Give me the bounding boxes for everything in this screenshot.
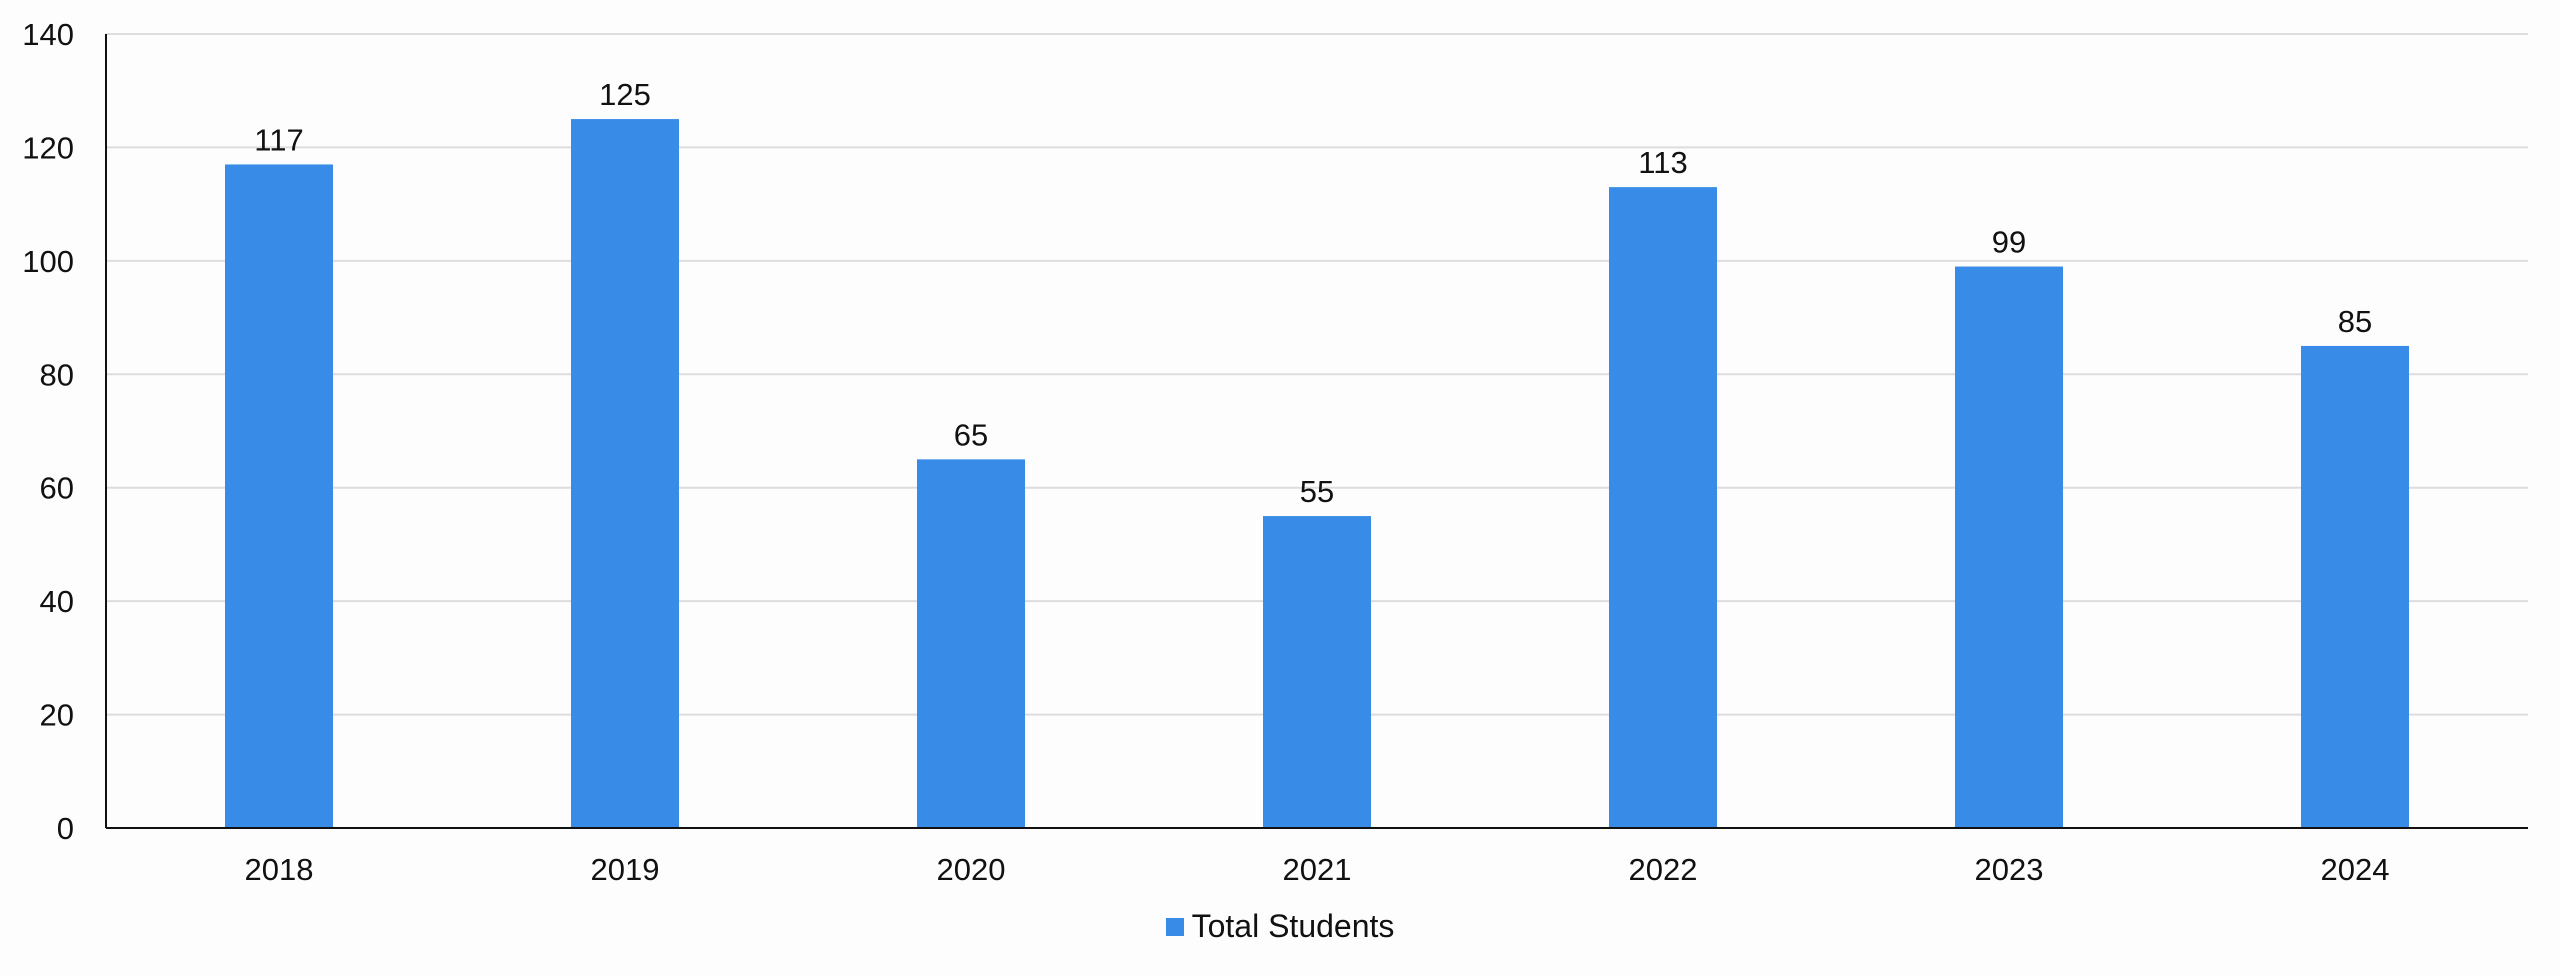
data-label: 85: [2338, 304, 2372, 339]
legend-swatch: [1165, 917, 1184, 936]
bar: [1955, 266, 2063, 828]
x-tick-label: 2022: [1629, 852, 1698, 887]
bar: [1263, 516, 1371, 828]
bar: [225, 164, 333, 828]
bar: [917, 459, 1025, 828]
y-tick-label: 0: [57, 811, 74, 846]
bar: [571, 119, 679, 829]
x-tick-label: 2024: [2321, 852, 2390, 887]
x-tick-label: 2018: [245, 852, 314, 887]
data-label: 125: [599, 77, 651, 112]
y-tick-label: 100: [22, 244, 74, 279]
y-tick-label: 60: [40, 471, 74, 506]
x-tick-label: 2021: [1283, 852, 1352, 887]
data-label: 117: [254, 122, 303, 157]
data-label: 99: [1992, 225, 2026, 260]
y-tick-label: 20: [40, 698, 74, 733]
data-label: 65: [954, 417, 988, 452]
x-tick-label: 2019: [591, 852, 660, 887]
y-tick-label: 140: [22, 17, 74, 52]
legend-label: Total Students: [1191, 908, 1395, 944]
bar-chart: 0 20 40 60 80 100 120 140 117 2018 125 2019 65 2020 55…: [22, 17, 2528, 887]
y-tick-label: 120: [22, 130, 74, 165]
x-tick-label: 2023: [1975, 852, 2044, 887]
y-tick-label: 80: [40, 357, 74, 392]
data-label: 55: [1300, 474, 1334, 509]
y-tick-label: 40: [40, 584, 74, 619]
bar: [1609, 187, 1717, 829]
x-tick-label: 2020: [937, 852, 1006, 887]
data-label: 113: [1638, 145, 1687, 180]
bar: [2301, 345, 2409, 828]
legend: Total Students: [0, 908, 2560, 945]
